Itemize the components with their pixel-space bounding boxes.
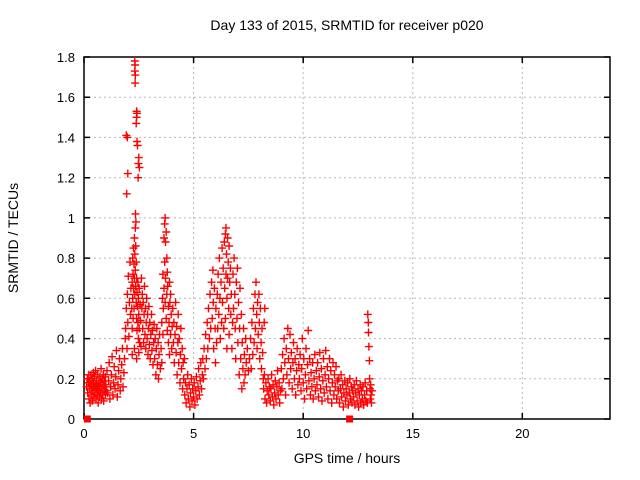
chart-title: Day 133 of 2015, SRMTID for receiver p02… bbox=[210, 17, 483, 33]
y-tick-label: 0.8 bbox=[57, 251, 75, 266]
y-tick-label: 0 bbox=[68, 412, 75, 427]
y-tick-label: 1.8 bbox=[57, 50, 75, 65]
data-series bbox=[82, 57, 376, 423]
x-axis-label: GPS time / hours bbox=[294, 450, 401, 466]
x-tick-label: 10 bbox=[296, 426, 310, 441]
x-tick-label: 20 bbox=[515, 426, 529, 441]
tick-labels: 0 5 10 15 20 0 0.2 0.4 0.6 0.8 1 1.2 1.4 1.6 1.8 bbox=[57, 50, 530, 441]
y-tick-label: 1.4 bbox=[57, 130, 75, 145]
x-tick-label: 15 bbox=[406, 426, 420, 441]
y-tick-label: 0.2 bbox=[57, 372, 75, 387]
y-tick-label: 1.6 bbox=[57, 90, 75, 105]
grid-dashed-path bbox=[84, 57, 610, 419]
srmtid-plus-markers bbox=[82, 57, 376, 411]
y-tick-label: 0.4 bbox=[57, 332, 75, 347]
x-tick-label: 0 bbox=[80, 426, 87, 441]
zero-square-marker bbox=[83, 415, 91, 423]
y-tick-label: 1.2 bbox=[57, 171, 75, 186]
y-axis-label: SRMTID / TECUs bbox=[5, 183, 21, 293]
zero-square-marker bbox=[346, 415, 354, 423]
x-tick-label: 5 bbox=[190, 426, 197, 441]
grid-lines bbox=[84, 57, 610, 419]
y-tick-label: 0.6 bbox=[57, 291, 75, 306]
y-tick-label: 1 bbox=[68, 211, 75, 226]
